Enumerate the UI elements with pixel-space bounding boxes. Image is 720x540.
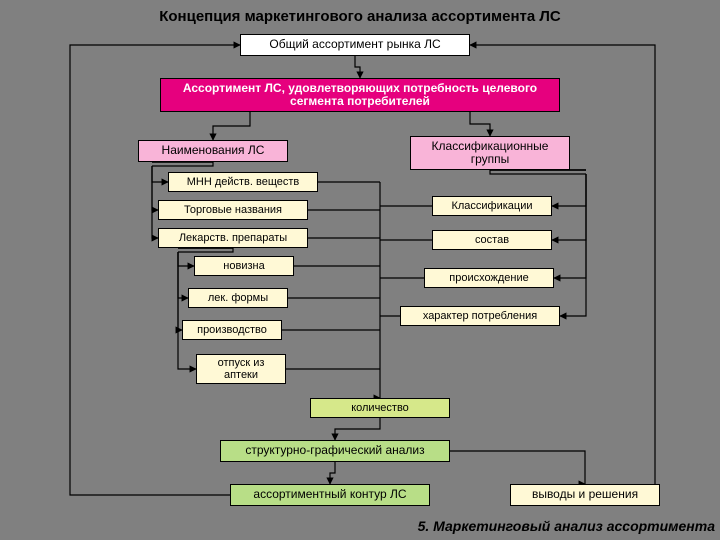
node-b5: МНН действ. веществ <box>168 172 318 192</box>
node-b11: происхождение <box>424 268 554 288</box>
diagram-footer: 5. Маркетинговый анализ ассортимента <box>395 518 715 534</box>
edge <box>152 166 168 182</box>
node-b15: отпуск из аптеки <box>196 354 286 384</box>
diagram-title: Концепция маркетингового анализа ассорти… <box>140 8 580 25</box>
node-b13: характер потребления <box>400 306 560 326</box>
node-b16: количество <box>310 398 450 418</box>
edge <box>213 112 250 140</box>
node-b9: состав <box>432 230 552 250</box>
node-b6: Торговые названия <box>158 200 308 220</box>
node-b18: ассортиментный контур ЛС <box>230 484 430 506</box>
edge <box>552 174 586 206</box>
edge <box>330 462 335 484</box>
edge <box>552 174 586 240</box>
edge <box>178 252 194 266</box>
node-b10: новизна <box>194 256 294 276</box>
node-b3: Наименования ЛС <box>138 140 288 162</box>
edge <box>450 451 585 484</box>
edge <box>554 174 586 278</box>
edge <box>470 112 490 136</box>
node-b19: выводы и решения <box>510 484 660 506</box>
node-b1: Общий ассортимент рынка ЛС <box>240 34 470 56</box>
node-b4: Классификационные группы <box>410 136 570 170</box>
edge <box>178 252 188 298</box>
node-b14: производство <box>182 320 282 340</box>
node-b8: Лекарств. препараты <box>158 228 308 248</box>
node-b2: Ассортимент ЛС, удовлетворяющих потребно… <box>160 78 560 112</box>
node-b7: Классификации <box>432 196 552 216</box>
edge <box>560 174 586 316</box>
edge <box>335 418 380 440</box>
node-b12: лек. формы <box>188 288 288 308</box>
edge <box>355 56 360 78</box>
node-b17: структурно-графический анализ <box>220 440 450 462</box>
